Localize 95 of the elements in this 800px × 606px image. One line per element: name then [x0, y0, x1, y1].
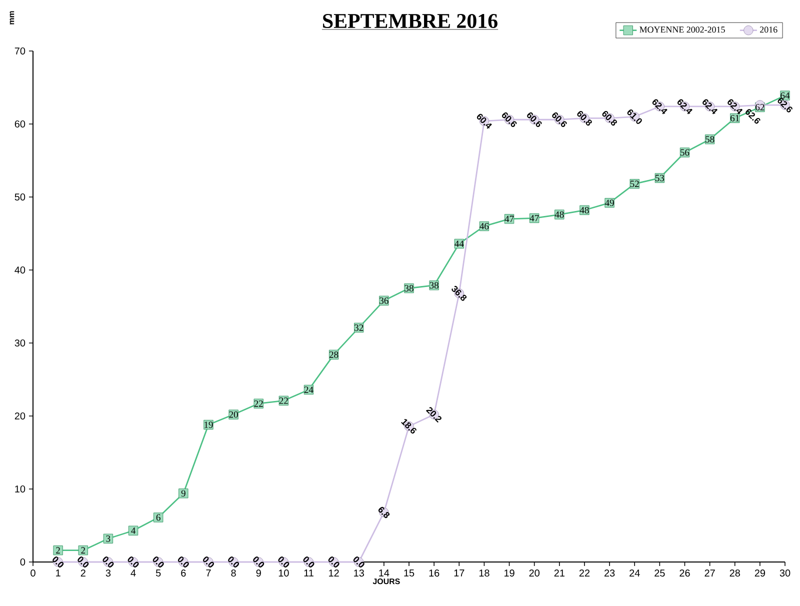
- data-label: 0.0: [102, 556, 114, 568]
- data-label: 4: [131, 527, 136, 534]
- data-label: 47: [530, 215, 539, 222]
- x-tick-label: 20: [529, 570, 540, 577]
- data-label: 49: [604, 200, 614, 206]
- data-label: 60.6: [552, 112, 567, 128]
- data-label: 38: [404, 285, 414, 292]
- x-tick-label: 29: [754, 570, 766, 577]
- data-label: 48: [580, 206, 589, 214]
- data-label: 61.0: [627, 109, 642, 124]
- data-label: 0.0: [328, 556, 340, 568]
- data-label: 62: [756, 104, 764, 110]
- data-label: 62.6: [746, 109, 760, 124]
- data-label: 0.0: [228, 556, 240, 568]
- data-label: 18.6: [401, 419, 416, 434]
- data-label: 19: [204, 422, 213, 428]
- y-tick-label: 0: [20, 558, 26, 566]
- y-tick-label: 70: [14, 47, 26, 55]
- x-tick-label: 27: [704, 570, 715, 576]
- x-tick-label: 13: [354, 570, 364, 577]
- x-tick-label: 0: [30, 570, 36, 577]
- data-label: 60.6: [502, 112, 517, 128]
- data-label: 44: [454, 240, 464, 247]
- x-tick-label: 7: [206, 570, 211, 576]
- data-label: 0.0: [178, 556, 189, 568]
- data-label: 3: [106, 535, 110, 542]
- x-tick-label: 18: [479, 570, 490, 577]
- data-label: 22: [254, 400, 263, 407]
- x-tick-label: 9: [256, 570, 261, 577]
- y-tick-label: 30: [14, 339, 26, 347]
- data-label: 2: [81, 547, 85, 554]
- y-tick-label: 40: [14, 266, 26, 274]
- x-tick-label: 3: [106, 570, 111, 577]
- data-label: 0.0: [128, 556, 139, 568]
- x-tick-label: 8: [231, 570, 236, 577]
- data-label: 0.0: [152, 556, 164, 568]
- x-tick-label: 15: [404, 570, 414, 576]
- x-tick-label: 22: [579, 570, 590, 576]
- y-tick-label: 20: [14, 412, 26, 420]
- data-label: 20: [229, 411, 238, 418]
- data-label: 60.8: [577, 110, 592, 126]
- x-tick-label: 25: [654, 570, 665, 577]
- data-label: 47: [504, 216, 514, 222]
- data-label: 6.8: [378, 506, 390, 518]
- data-label: 48: [554, 211, 564, 218]
- data-label: 56: [680, 149, 690, 156]
- x-tick-label: 16: [429, 570, 440, 577]
- data-label: 60.8: [602, 110, 617, 126]
- x-tick-label: 23: [604, 570, 615, 577]
- chart-title: SEPTEMBRE 2016: [323, 14, 498, 28]
- x-tick-label: 12: [329, 570, 339, 576]
- data-label: 2: [56, 547, 60, 554]
- data-label: 0.0: [278, 556, 290, 568]
- data-label: 0.0: [52, 556, 64, 568]
- y-tick-label: 60: [14, 120, 26, 128]
- x-tick-label: 30: [780, 570, 790, 577]
- x-tick-label: 6: [181, 570, 186, 577]
- data-label: 62.6: [778, 98, 792, 112]
- x-tick-label: 28: [730, 570, 740, 577]
- x-tick-label: 1: [56, 570, 60, 576]
- y-tick-label: 10: [15, 485, 26, 493]
- data-label: 53: [655, 174, 664, 182]
- x-tick-label: 17: [454, 570, 464, 576]
- data-label: 0.0: [78, 556, 89, 568]
- data-label: 28: [329, 351, 338, 358]
- data-label: 52: [630, 180, 639, 188]
- data-label: 22: [279, 398, 288, 404]
- x-tick-label: 24: [630, 570, 640, 576]
- data-label: 46: [480, 223, 489, 230]
- x-tick-label: 26: [680, 570, 690, 577]
- x-tick-label: 10: [278, 570, 289, 577]
- data-label: 24: [304, 386, 314, 393]
- legend-label: 2016: [760, 26, 778, 33]
- data-label: 9: [181, 490, 186, 497]
- legend-label: MOYENNE 2002-2015: [640, 26, 725, 33]
- data-label: 0.0: [303, 556, 314, 568]
- data-label: 64: [780, 92, 790, 99]
- y-tick-label: 50: [14, 193, 26, 201]
- x-tick-label: 19: [504, 570, 514, 577]
- data-label: 36: [380, 297, 388, 304]
- data-label: 58: [706, 136, 714, 143]
- data-label: 6: [156, 514, 160, 521]
- data-label: 32: [354, 324, 364, 331]
- data-label: 0.0: [353, 556, 364, 568]
- x-tick-label: 21: [554, 570, 564, 576]
- x-tick-label: 4: [130, 570, 136, 576]
- x-tick-label: 14: [379, 570, 390, 576]
- x-tick-label: 11: [304, 570, 314, 576]
- data-label: 0.0: [202, 556, 214, 568]
- x-tick-label: 5: [156, 570, 161, 576]
- x-tick-label: 2: [80, 570, 86, 576]
- data-label: 61: [730, 114, 740, 122]
- data-label: 38: [430, 282, 438, 289]
- data-label: 60.6: [527, 112, 542, 128]
- data-label: 0.0: [253, 556, 264, 568]
